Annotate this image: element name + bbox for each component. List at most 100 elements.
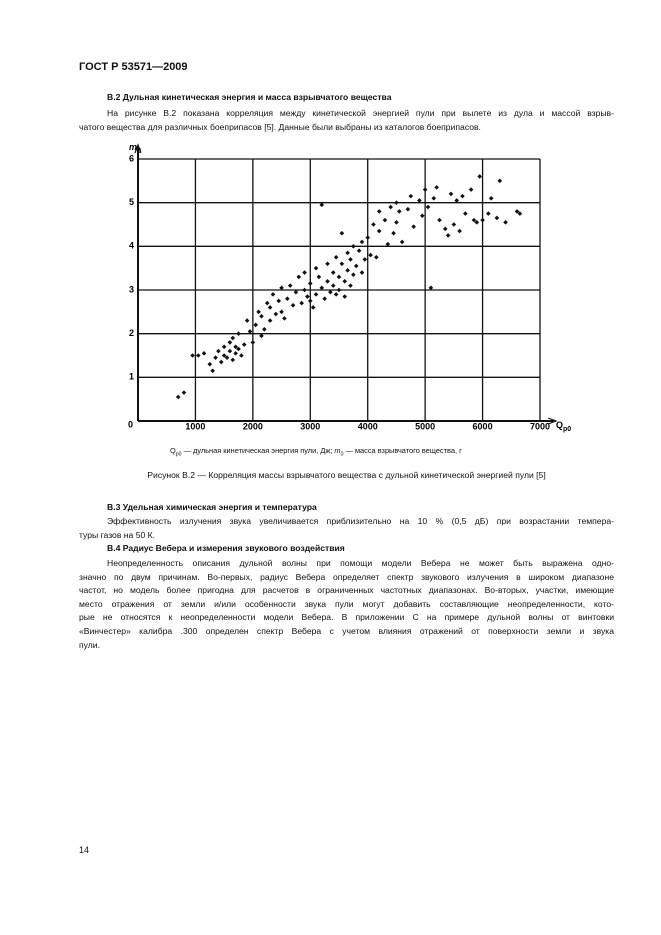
y-tick-label: 1	[129, 372, 134, 382]
data-point	[207, 361, 213, 367]
data-point	[213, 355, 218, 360]
data-point	[336, 274, 342, 280]
text-line: Неопределенность описания дульной волны …	[107, 558, 614, 568]
data-point	[348, 283, 353, 288]
data-point	[307, 281, 313, 286]
data-point	[422, 187, 428, 192]
data-point	[230, 357, 236, 363]
data-point	[330, 270, 336, 275]
y-axis-label-main: m	[129, 142, 137, 152]
data-point	[319, 285, 325, 291]
data-point	[325, 278, 330, 284]
data-point	[270, 292, 276, 297]
data-point	[267, 305, 273, 310]
note-text: Q	[170, 446, 176, 455]
data-point	[273, 311, 279, 317]
data-point	[279, 285, 284, 291]
paragraph: На рисунке В.2 показана корреляция между…	[79, 107, 614, 134]
data-point	[276, 298, 281, 304]
section-heading: В.3 Удельная химическая энергия и темпер…	[107, 502, 317, 512]
x-tick-label: 1000	[185, 421, 205, 431]
data-point	[236, 346, 241, 352]
data-point	[365, 235, 371, 240]
data-point	[201, 351, 207, 356]
data-point	[313, 292, 319, 297]
data-point	[299, 300, 304, 306]
data-point	[227, 340, 233, 345]
x-tick-label: 3000	[300, 421, 320, 431]
data-point	[256, 309, 261, 315]
data-point	[264, 300, 270, 306]
data-point	[175, 394, 181, 400]
data-point	[382, 217, 388, 223]
data-point	[244, 318, 250, 323]
data-point	[221, 344, 227, 350]
data-point	[239, 353, 244, 358]
text-line: частот, но модель более пригодна для рас…	[79, 585, 614, 596]
y-tick-label: 3	[129, 284, 134, 294]
data-point	[325, 261, 330, 267]
paragraph: Эффективность излучения звука увеличивае…	[79, 515, 614, 542]
data-point	[293, 289, 299, 295]
data-point	[339, 261, 345, 267]
data-point	[233, 344, 238, 350]
data-point	[394, 220, 399, 225]
text-line: чатого вещества для различных боеприпасо…	[79, 121, 481, 132]
figure-note: Qp0 — дульная кинетическая энергия пули,…	[170, 446, 462, 457]
data-point	[262, 327, 267, 332]
data-point	[463, 211, 468, 216]
data-point	[371, 222, 376, 227]
data-point	[362, 257, 368, 262]
y-axis-label-sub: 0	[137, 148, 141, 155]
data-point	[514, 209, 520, 214]
data-point	[196, 353, 201, 358]
data-point	[230, 335, 236, 341]
data-point	[302, 287, 307, 293]
data-point	[486, 211, 491, 216]
figure-caption: Рисунок В.2 — Корреляция массы взрывчато…	[147, 470, 546, 480]
data-point	[431, 196, 437, 201]
section-heading: В.4 Радиус Вебера и измерения звукового …	[107, 543, 345, 553]
data-point	[494, 215, 500, 221]
data-point	[425, 204, 431, 210]
data-point	[442, 226, 448, 232]
data-point	[247, 329, 253, 334]
data-point	[497, 178, 503, 184]
data-point	[224, 355, 230, 360]
data-point	[368, 252, 373, 258]
data-point	[290, 302, 296, 308]
data-point	[287, 283, 293, 288]
x-tick-label: 6000	[473, 421, 493, 431]
data-point	[391, 230, 396, 236]
data-point	[302, 270, 307, 275]
note-text: p0	[175, 451, 182, 458]
data-point	[374, 254, 379, 260]
text-line: Эффективность излучения звука увеличивае…	[107, 516, 614, 526]
data-point	[307, 298, 313, 304]
data-point	[376, 209, 382, 214]
data-point	[322, 296, 327, 302]
data-point	[359, 239, 365, 245]
x-tick-label: 5000	[415, 421, 435, 431]
data-point	[348, 257, 353, 262]
text-line: «Винчестер» калибра .300 определен спект…	[79, 625, 614, 636]
note-text: — масса взрывчатого вещества, г	[343, 446, 462, 455]
data-point	[353, 263, 359, 269]
data-point	[333, 254, 339, 260]
data-point	[460, 193, 465, 199]
data-point	[428, 285, 434, 291]
data-point	[250, 340, 256, 345]
x-tick-label: 4000	[358, 421, 378, 431]
data-point	[339, 230, 345, 236]
data-point	[328, 289, 333, 295]
data-point	[336, 287, 342, 293]
text-line: туры газов на 50 К.	[79, 529, 156, 540]
data-point	[310, 305, 316, 310]
data-point	[411, 224, 416, 229]
x-axis-label: Qp0	[556, 420, 571, 432]
data-point	[218, 359, 224, 365]
data-point	[376, 228, 382, 234]
data-point	[227, 348, 233, 354]
data-point	[342, 278, 348, 284]
data-point	[359, 270, 365, 275]
